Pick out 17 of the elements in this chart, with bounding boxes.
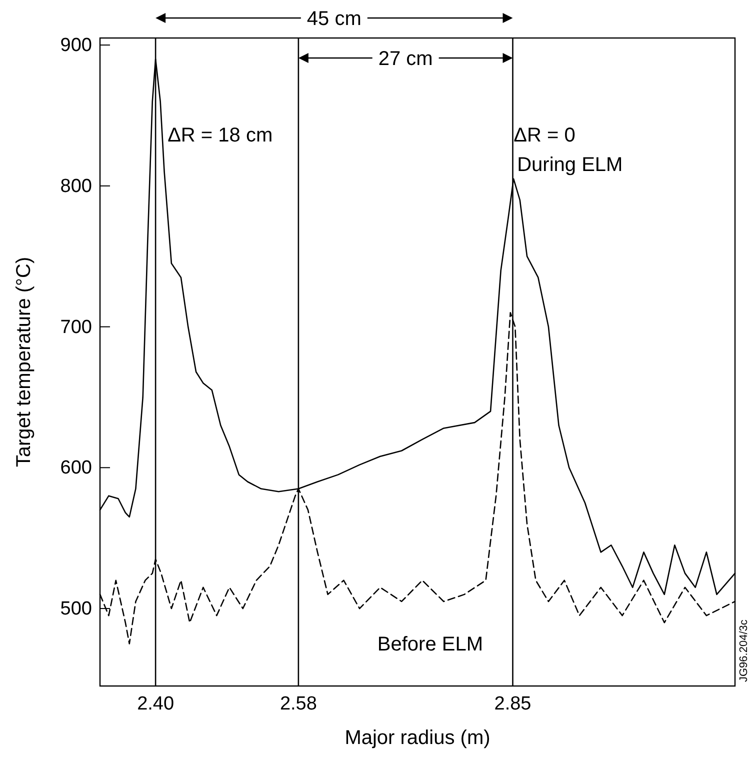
series-label: During ELM: [517, 154, 623, 176]
y-axis-title: Target temperature (°C): [13, 256, 35, 468]
x-tick-label: 2.58: [280, 693, 317, 714]
x-axis-title: Major radius (m): [344, 727, 490, 749]
annotation: ΔR = 18 cm: [168, 124, 273, 147]
x-tick-label: 2.40: [137, 693, 174, 714]
y-tick-label: 700: [60, 316, 92, 338]
annotation: 27 cm: [378, 48, 433, 70]
y-tick-label: 500: [60, 598, 92, 620]
x-tick-label: 2.85: [494, 693, 532, 714]
y-tick-label: 900: [60, 35, 92, 56]
text: JG96.204/3c: [738, 619, 750, 682]
y-tick-label: 600: [60, 458, 92, 479]
series-label: Before ELM: [377, 633, 484, 656]
text: 45 cm: [306, 8, 362, 30]
y-tick-label: 800: [60, 176, 92, 197]
annotation: ΔR = 0: [514, 124, 576, 147]
